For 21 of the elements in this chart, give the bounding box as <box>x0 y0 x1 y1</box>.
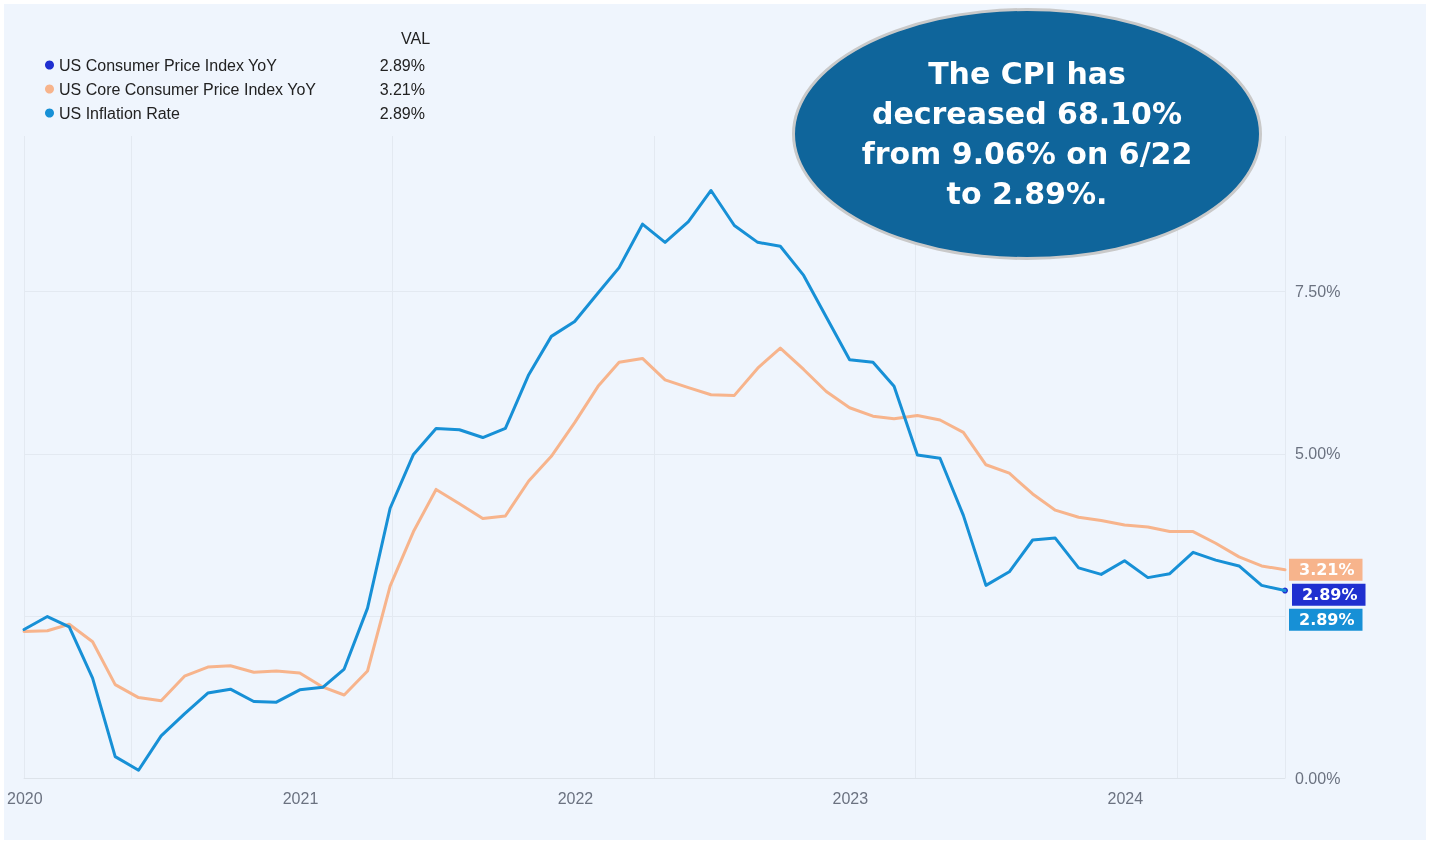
legend-label: US Core Consumer Price Index YoY <box>59 80 317 98</box>
x-tick-label: 2023 <box>832 789 869 807</box>
text: 3.21% <box>379 80 425 98</box>
y-tick-label: 7.50% <box>1295 283 1341 301</box>
text: 2.89% <box>379 104 425 122</box>
legend-label: US Consumer Price Index YoY <box>59 56 278 74</box>
annotation: The CPI has decreased 68.10% from 9.06% on 6/22 to 2.89%. <box>860 55 1194 213</box>
callout-ellipse: The CPI has decreased 68.10% from 9.06% on 6/22 to 2.89%. <box>792 8 1262 260</box>
legend-label: US Inflation Rate <box>59 104 181 122</box>
text: 2.89% <box>379 56 425 74</box>
data-label: 3.21% <box>1299 560 1355 580</box>
x-tick-label: 2021 <box>282 789 319 807</box>
y-tick-label: 5.00% <box>1295 445 1341 463</box>
x-tick-label: 2022 <box>557 789 594 807</box>
data-label: 2.89% <box>1302 585 1358 605</box>
line-series <box>22 346 1287 703</box>
legend-title: VAL <box>401 29 431 47</box>
y-tick-label: 0.00% <box>1295 769 1341 787</box>
x-tick-label: 2020 <box>7 789 43 807</box>
data-label: 2.89% <box>1299 610 1355 630</box>
x-tick-label: 2024 <box>1107 789 1144 807</box>
